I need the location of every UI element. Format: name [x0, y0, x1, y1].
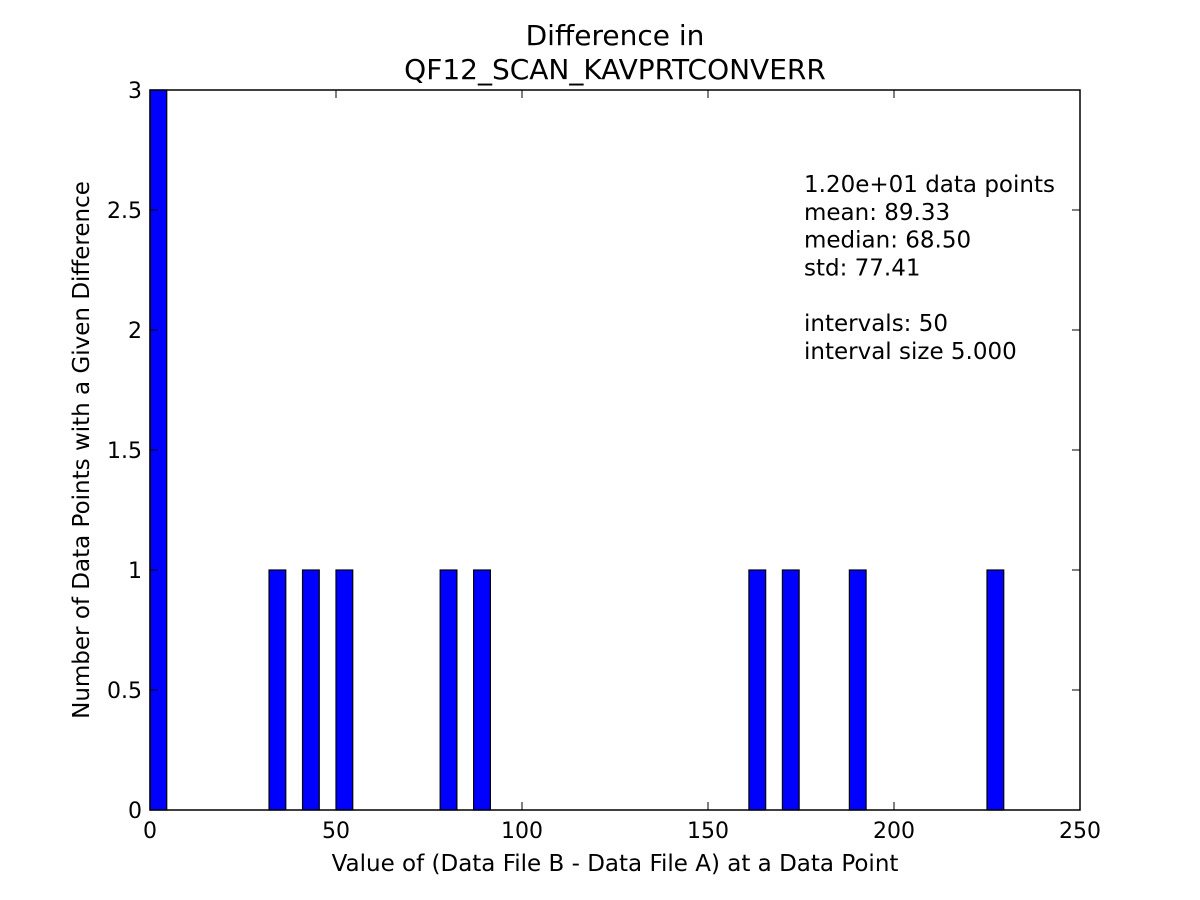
- stats-line-6: intervals: 50: [804, 311, 948, 337]
- x-tick-label-0: 0: [143, 819, 157, 844]
- plot-frame: [149, 89, 1081, 811]
- x-tick-label-4: 200: [873, 819, 915, 844]
- chart-title-line-1: Difference in: [526, 19, 705, 52]
- bar-9: [848, 569, 867, 811]
- y-tick-label-0: 0: [128, 799, 142, 824]
- stats-line-3: median: 68.50: [804, 228, 971, 254]
- x-axis-label: Value of (Data File B - Data File A) at …: [332, 851, 899, 877]
- y-tick-label-4: 2: [128, 319, 142, 344]
- bar-3: [301, 569, 320, 811]
- x-tick-label-5: 250: [1059, 819, 1101, 844]
- stats-line-4: std: 77.41: [804, 255, 921, 281]
- bar-10: [986, 569, 1005, 811]
- bar-5: [439, 569, 458, 811]
- stats-line-2: mean: 89.33: [804, 200, 950, 226]
- stats-line-1: 1.20e+01 data points: [804, 172, 1055, 198]
- bar-6: [473, 569, 491, 811]
- x-tick-label-1: 50: [322, 819, 350, 844]
- bar-2: [268, 569, 287, 811]
- tick-labels: 0 50 100 150 200 250 0 0.5 1 1.5 2 2.5 3: [107, 79, 1101, 844]
- y-tick-label-2: 1: [128, 559, 142, 584]
- stats-line-7: interval size 5.000: [804, 339, 1017, 365]
- y-tick-label-6: 3: [128, 79, 142, 104]
- bars: [149, 89, 1005, 811]
- bar-7: [748, 569, 767, 811]
- bar-8: [781, 569, 800, 811]
- chart-title-line-2: QF12_SCAN_KAVPRTCONVERR: [404, 53, 826, 86]
- x-tick-label-2: 100: [501, 819, 543, 844]
- y-tick-label-5: 2.5: [107, 199, 142, 224]
- y-tick-label-3: 1.5: [107, 439, 142, 464]
- axis-ticks: [149, 89, 1081, 811]
- x-tick-label-3: 150: [687, 819, 729, 844]
- bar-4: [335, 569, 354, 811]
- y-axis-label: Number of Data Points with a Given Diffe…: [69, 181, 95, 719]
- y-tick-label-1: 0.5: [107, 679, 142, 704]
